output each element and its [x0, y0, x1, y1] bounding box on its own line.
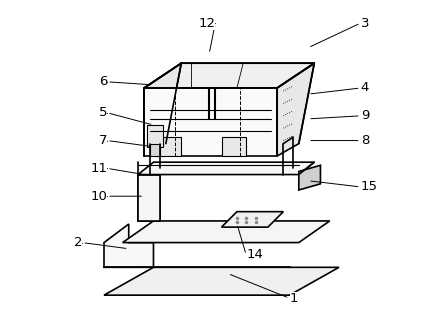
Text: 14: 14 — [246, 248, 263, 261]
Polygon shape — [277, 63, 314, 156]
Polygon shape — [123, 221, 330, 243]
Text: 9: 9 — [361, 109, 369, 122]
Text: 1: 1 — [290, 292, 298, 305]
Text: 7: 7 — [99, 134, 107, 147]
Polygon shape — [222, 212, 284, 227]
Text: 5: 5 — [99, 106, 107, 119]
Polygon shape — [144, 63, 181, 156]
Text: 2: 2 — [74, 236, 82, 249]
Bar — [150, 144, 159, 156]
Text: 10: 10 — [90, 190, 107, 203]
Polygon shape — [104, 224, 153, 267]
Bar — [138, 174, 159, 221]
Text: 6: 6 — [99, 75, 107, 88]
Bar — [147, 125, 163, 147]
Text: 4: 4 — [361, 81, 369, 95]
Text: 3: 3 — [361, 17, 369, 30]
Polygon shape — [138, 162, 314, 174]
Text: 11: 11 — [90, 162, 107, 175]
Text: 12: 12 — [198, 17, 215, 30]
Text: 15: 15 — [361, 180, 377, 193]
Bar — [222, 138, 246, 156]
Polygon shape — [144, 63, 314, 88]
Polygon shape — [144, 88, 277, 156]
Bar — [156, 138, 181, 156]
Polygon shape — [104, 267, 339, 295]
Polygon shape — [138, 174, 159, 221]
Polygon shape — [299, 165, 320, 190]
Text: 8: 8 — [361, 134, 369, 147]
